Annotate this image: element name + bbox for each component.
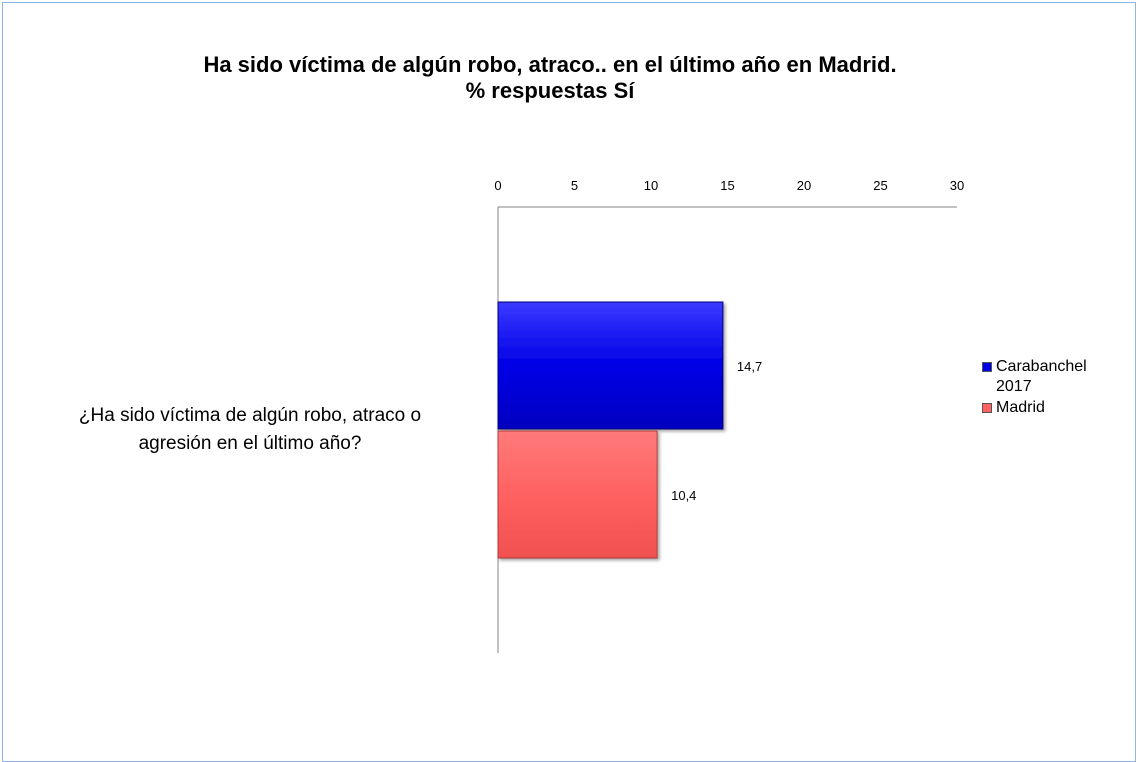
category-label-line2: agresión en el último año? bbox=[138, 433, 362, 454]
x-tick-label: 15 bbox=[720, 178, 734, 193]
legend-label-madrid: Madrid bbox=[996, 399, 1045, 416]
chart-title: Ha sido víctima de algún robo, atraco.. … bbox=[0, 52, 1100, 104]
legend-item-madrid: Madrid bbox=[982, 398, 1132, 418]
legend: Carabanchel 2017 Madrid bbox=[982, 357, 1132, 419]
category-label: ¿Ha sido víctima de algún robo, atraco o… bbox=[20, 402, 480, 458]
legend-label-carabanchel-line2: 2017 bbox=[996, 378, 1032, 395]
legend-item-carabanchel-2017: Carabanchel 2017 bbox=[982, 357, 1132, 397]
x-tick-label: 25 bbox=[873, 178, 887, 193]
x-tick-label: 20 bbox=[797, 178, 811, 193]
x-tick-label: 10 bbox=[644, 178, 658, 193]
chart-title-line2: % respuestas Sí bbox=[465, 78, 635, 103]
category-label-line1: ¿Ha sido víctima de algún robo, atraco o bbox=[78, 405, 422, 426]
x-tick-label: 5 bbox=[571, 178, 578, 193]
legend-label-carabanchel-line1: Carabanchel bbox=[996, 358, 1087, 375]
bar-layer bbox=[497, 301, 724, 559]
x-tick-label: 30 bbox=[950, 178, 964, 193]
data-label-carabanchel-2017: 14,7 bbox=[737, 359, 762, 374]
chart-title-line1: Ha sido víctima de algún robo, atraco.. … bbox=[203, 52, 897, 77]
label-layer: 14,7 10,4 bbox=[671, 359, 762, 503]
bar-madrid bbox=[497, 430, 658, 559]
x-tick-label: 0 bbox=[494, 178, 501, 193]
bar-carabanchel-2017 bbox=[497, 301, 724, 430]
data-label-madrid: 10,4 bbox=[671, 488, 696, 503]
legend-swatch-carabanchel-2017 bbox=[982, 362, 992, 372]
axis-layer: 0 5 10 15 20 25 30 bbox=[494, 178, 964, 653]
legend-swatch-madrid bbox=[982, 403, 992, 413]
